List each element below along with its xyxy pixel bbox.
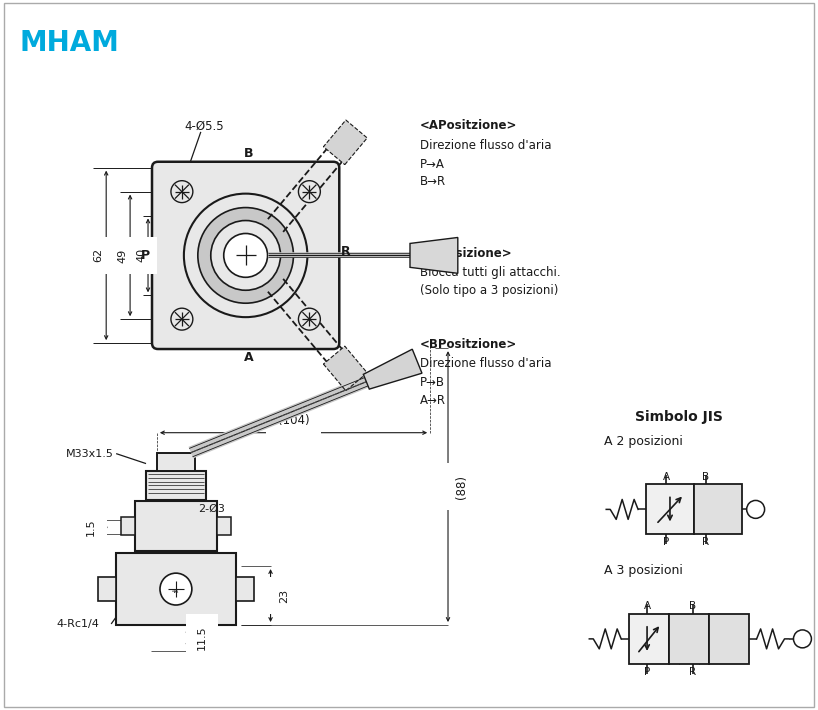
Circle shape — [184, 194, 308, 317]
Text: A 3 posizioni: A 3 posizioni — [605, 564, 683, 577]
Circle shape — [171, 180, 193, 202]
Text: P: P — [141, 249, 150, 262]
Circle shape — [211, 221, 281, 290]
Text: <BPositzione>: <BPositzione> — [420, 338, 517, 351]
Polygon shape — [323, 120, 367, 165]
Text: 11.5: 11.5 — [197, 626, 207, 650]
Text: P→B: P→B — [420, 376, 445, 389]
Bar — [135, 501, 217, 551]
Text: 4-Rc1/4: 4-Rc1/4 — [56, 619, 99, 629]
Text: A: A — [644, 601, 650, 611]
Text: A→R: A→R — [420, 394, 446, 407]
Circle shape — [299, 180, 321, 202]
Circle shape — [224, 234, 267, 278]
Text: A 2 posizioni: A 2 posizioni — [605, 435, 683, 448]
Polygon shape — [363, 349, 422, 389]
Text: <APositzione>: <APositzione> — [420, 119, 517, 132]
Bar — [709, 614, 748, 664]
Bar — [121, 518, 135, 535]
Bar — [669, 614, 709, 664]
Text: 40: 40 — [136, 248, 146, 263]
Text: (Solo tipo a 3 posizioni): (Solo tipo a 3 posizioni) — [420, 284, 559, 297]
Bar — [157, 452, 195, 471]
Text: 49: 49 — [117, 248, 127, 263]
Circle shape — [171, 308, 193, 330]
Text: Blocca tutti gli attacchi.: Blocca tutti gli attacchi. — [420, 266, 560, 279]
Text: 4-Ø5.5: 4-Ø5.5 — [184, 120, 223, 133]
FancyBboxPatch shape — [152, 162, 339, 349]
Text: B: B — [244, 147, 254, 160]
Polygon shape — [410, 237, 458, 273]
Polygon shape — [323, 346, 367, 391]
Text: 2-Ø3: 2-Ø3 — [198, 503, 225, 513]
Text: P→A: P→A — [420, 158, 445, 171]
Text: 1.5: 1.5 — [86, 518, 97, 536]
Text: 62: 62 — [93, 248, 103, 263]
Circle shape — [160, 573, 192, 605]
Bar — [629, 614, 669, 664]
Bar — [694, 484, 742, 535]
Bar — [98, 577, 116, 601]
Text: A: A — [244, 351, 254, 364]
Text: Direzione flusso d'aria: Direzione flusso d'aria — [420, 357, 551, 370]
Text: B: B — [703, 471, 709, 481]
Text: R: R — [690, 667, 696, 677]
Bar — [116, 553, 236, 625]
Circle shape — [747, 501, 765, 518]
Bar — [646, 484, 694, 535]
Text: Direzione flusso d'aria: Direzione flusso d'aria — [420, 139, 551, 152]
Bar — [146, 471, 206, 501]
Text: A: A — [663, 471, 670, 481]
Circle shape — [299, 308, 321, 330]
Text: B: B — [690, 601, 696, 611]
Bar — [236, 577, 254, 601]
Text: 23: 23 — [280, 589, 290, 603]
Text: R: R — [341, 245, 351, 258]
Text: M33x1.5: M33x1.5 — [66, 449, 115, 459]
Text: MHAM: MHAM — [20, 29, 119, 58]
Text: B→R: B→R — [420, 175, 446, 187]
Text: (104): (104) — [278, 414, 309, 427]
Text: (88): (88) — [456, 474, 469, 498]
Text: P: P — [644, 667, 650, 677]
Text: 4A: 4A — [171, 589, 178, 594]
Text: P: P — [663, 537, 669, 547]
Bar — [217, 518, 231, 535]
Text: <NPosizione>: <NPosizione> — [420, 247, 513, 261]
Circle shape — [198, 207, 294, 303]
Text: R: R — [703, 537, 709, 547]
Circle shape — [793, 630, 811, 648]
Text: Simbolo JIS: Simbolo JIS — [635, 410, 723, 424]
